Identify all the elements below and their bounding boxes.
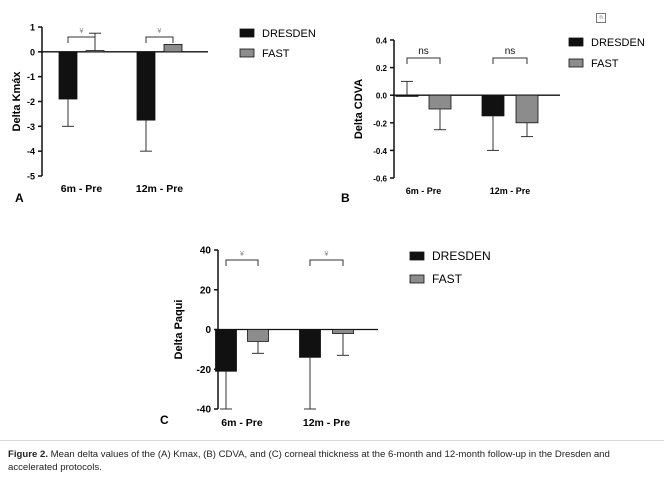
caption-label: Figure 2.	[8, 449, 48, 460]
panel-c-y-tick-label: 40	[200, 246, 212, 257]
panel-a-bar-dresden-2	[136, 51, 156, 121]
panel-a-significance-label: ¥	[158, 28, 162, 35]
panel-b-legend-label-dresden: DRESDEN	[591, 37, 645, 49]
panel-b-significance-label: ns	[418, 46, 429, 57]
caption-text: Mean delta values of the (A) Kmax, (B) C…	[8, 449, 610, 473]
panel-b-category-label: 12m - Pre	[490, 186, 531, 196]
panel-b-significance-bracket	[492, 57, 528, 64]
panel-b-y-tick-label: 0.4	[376, 37, 388, 46]
panel-c-y-tick-label: -20	[197, 365, 212, 376]
panel-b-y-axis-label: Delta CDVA	[353, 79, 365, 139]
panel-c-legend-label-dresden: DRESDEN	[432, 249, 491, 263]
panel-a-y-tick-label: -2	[27, 97, 35, 107]
panel-a-category-label: 6m - Pre	[61, 183, 103, 195]
panel-c-significance-label: ¥	[240, 251, 244, 258]
panel-a-bar-fast-1	[85, 50, 105, 53]
panel-a-category-label: 12m - Pre	[136, 183, 183, 195]
panel-b-significance-label: ns	[505, 46, 516, 57]
panel-a-bar-dresden-1	[58, 51, 78, 100]
panel-b-y-tick-label: -0.2	[373, 119, 387, 128]
panel-a-bar-fast-2	[163, 43, 183, 53]
panel-b-legend-swatch-fast	[568, 58, 584, 68]
panel-a-y-tick-label: -4	[27, 147, 35, 157]
caption-divider	[0, 440, 664, 441]
panel-c-significance-bracket	[309, 259, 344, 266]
panel-c-y-tick-label: -40	[197, 405, 212, 416]
panel-c-legend-label-fast: FAST	[432, 272, 463, 286]
panel-b-y-tick-label: 0.2	[376, 64, 388, 73]
panel-b-significance-bracket	[406, 57, 441, 64]
figure-caption: Figure 2. Mean delta values of the (A) K…	[8, 448, 656, 474]
panel-c-bar-dresden-2	[299, 329, 321, 358]
panel-c-y-tick-label: 20	[200, 285, 212, 296]
panel-c-category-label: 6m - Pre	[221, 417, 263, 429]
panel-a-significance-label: ¥	[80, 28, 84, 35]
panel-c-significance-label: ¥	[325, 251, 329, 258]
panel-a-y-tick-label: 0	[30, 47, 35, 57]
panel-b-bar-dresden-2	[481, 94, 505, 117]
panel-b-y-tick-label: -0.4	[373, 147, 387, 156]
figure-canvas: 1 0 -1 -2 -3 -4 -5 Delta Kmáx ¥ ¥6m - Pre 12m - Pr…	[11, 23, 645, 430]
panel-c-legend-swatch-dresden	[409, 251, 425, 261]
panel-c-y-axis-label: Delta Paqui	[173, 300, 185, 360]
panel-b-y-tick-label: -0.6	[373, 175, 387, 184]
panel-c-panel-label: C	[160, 413, 169, 427]
panel-a-y-tick-label: -1	[27, 72, 35, 82]
panel-a-legend-label-dresden: DRESDEN	[262, 28, 316, 40]
panel-a-panel-label: A	[15, 191, 24, 205]
panel-c-y-tick-label: 0	[205, 325, 211, 336]
panel-a-y-tick-label: 1	[30, 23, 35, 33]
panel-a-y-tick-label: -5	[27, 172, 35, 182]
panel-b-bar-fast-2	[515, 94, 539, 124]
panel-c-legend-swatch-fast	[409, 274, 425, 284]
panel-b-category-label: 6m - Pre	[406, 186, 442, 196]
panel-b-bar-dresden-1	[395, 94, 419, 97]
corner-badge-icon: n	[596, 13, 606, 23]
panel-a-legend-swatch-fast	[239, 48, 255, 58]
panel-c-bar-dresden-1	[215, 329, 237, 372]
panel-b-legend-swatch-dresden	[568, 37, 584, 47]
panel-c-category-label: 12m - Pre	[303, 417, 350, 429]
panel-c-bar-fast-2	[332, 329, 354, 334]
panel-b-y-tick-label: 0.0	[376, 92, 388, 101]
panel-a-y-axis-label: Delta Kmáx	[11, 71, 23, 132]
panel-a-legend-swatch-dresden	[239, 28, 255, 38]
panel-b-legend-label-fast: FAST	[591, 58, 619, 70]
panel-a-y-tick-label: -3	[27, 122, 35, 132]
panel-c-bar-fast-1	[247, 329, 269, 342]
panel-a-significance-bracket	[67, 36, 96, 43]
panel-c-significance-bracket	[225, 259, 259, 266]
panel-a-significance-bracket	[145, 36, 174, 43]
panel-b-panel-label: B	[341, 191, 350, 205]
panel-b-bar-fast-1	[428, 94, 452, 110]
panel-a-legend-label-fast: FAST	[262, 48, 290, 60]
